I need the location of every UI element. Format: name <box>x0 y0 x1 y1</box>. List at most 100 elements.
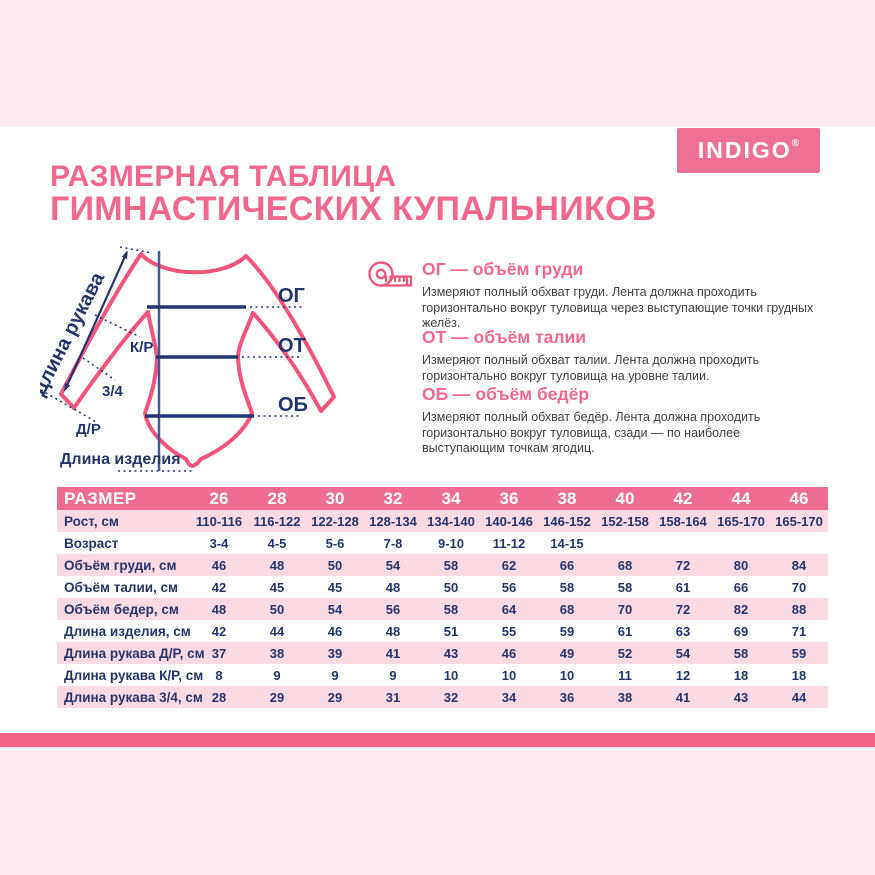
cell-value: 72 <box>675 601 691 617</box>
cell-value: 29 <box>269 689 285 705</box>
measurement-title: ОГ — объём груди <box>422 259 584 279</box>
cell-value: 146-152 <box>543 513 591 529</box>
cell-value: 44 <box>791 689 807 705</box>
cell-value: 58 <box>617 579 633 595</box>
cell-value: 5-6 <box>325 535 345 551</box>
leotard-measurement-diagram: Длина рукава ОГ ОТ ОБ К/Р 3/4 Д/Р Длина … <box>40 246 336 472</box>
size-header-cell: 36 <box>499 488 519 508</box>
measurement-title: ОБ — объём бедёр <box>422 384 590 404</box>
cell-value: 4-5 <box>267 535 287 551</box>
table-row: Возраст 3-4 4-5 5-6 7-8 9-10 11-12 14-15 <box>57 532 828 554</box>
measurement-block-chest: ОГ — объём груди Измеряют полный обхват … <box>422 259 818 332</box>
cell-value: 10 <box>501 667 517 683</box>
cell-value: 152-158 <box>601 513 649 529</box>
row-label: Рост, см <box>64 513 119 529</box>
cell-value: 70 <box>791 579 807 595</box>
cell-value: 9 <box>331 667 339 683</box>
cell-value: 56 <box>501 579 517 595</box>
cell-value: 43 <box>733 689 749 705</box>
cell-value: 14-15 <box>550 535 584 551</box>
measurement-title: ОТ — объём талии <box>422 327 587 347</box>
cell-value: 64 <box>501 601 517 617</box>
page-title-line2: ГИМНАСТИЧЕСКИХ КУПАЛЬНИКОВ <box>50 190 657 228</box>
size-header-cell: 46 <box>789 488 809 508</box>
cell-value: 55 <box>501 623 517 639</box>
cell-value: 34 <box>501 689 517 705</box>
cell-value: 54 <box>385 557 401 573</box>
cell-value: 37 <box>211 645 227 661</box>
row-label: Длина рукава К/Р, см <box>64 667 204 683</box>
cell-value: 38 <box>269 645 285 661</box>
waist-label: ОТ <box>278 335 306 357</box>
cell-value: 39 <box>327 645 343 661</box>
cell-value: 66 <box>733 579 749 595</box>
cell-value: 62 <box>501 557 517 573</box>
cell-value: 3-4 <box>209 535 229 551</box>
cell-value: 29 <box>327 689 343 705</box>
cell-value: 140-146 <box>485 513 533 529</box>
measurement-text: Измеряют полный обхват бедёр. Лента долж… <box>422 410 761 455</box>
sleeve-length-arrow <box>63 250 129 392</box>
cell-value: 12 <box>675 667 691 683</box>
cell-value: 51 <box>443 623 459 639</box>
cell-value: 72 <box>675 557 691 573</box>
sleeve-length-label: Длина рукава <box>40 268 110 399</box>
table-header-row: РАЗМЕР 26 28 30 32 34 36 38 40 42 44 46 <box>57 487 828 510</box>
table-row: Длина изделия, см 42 44 46 48 51 55 59 61 63 69 71 <box>57 620 828 642</box>
cell-value: 10 <box>559 667 575 683</box>
cell-value: 50 <box>443 579 459 595</box>
cell-value: 44 <box>269 623 285 639</box>
cell-value: 58 <box>733 645 749 661</box>
three-quarter-sleeve-label: 3/4 <box>102 383 124 400</box>
cell-value: 48 <box>385 623 401 639</box>
cell-value: 68 <box>617 557 633 573</box>
cell-value: 54 <box>675 645 691 661</box>
row-label: Возраст <box>64 535 119 551</box>
cell-value: 70 <box>617 601 633 617</box>
cell-value: 18 <box>791 667 807 683</box>
cell-value: 41 <box>385 645 401 661</box>
cell-value: 61 <box>617 623 633 639</box>
cell-value: 68 <box>559 601 575 617</box>
table-header-label: РАЗМЕР <box>64 488 137 508</box>
cell-value: 28 <box>211 689 227 705</box>
cell-value: 58 <box>559 579 575 595</box>
row-label: Длина изделия, см <box>64 623 191 639</box>
cell-value: 9 <box>389 667 397 683</box>
cell-value: 49 <box>559 645 575 661</box>
row-label: Длина рукава 3/4, см <box>64 689 203 705</box>
cell-value: 54 <box>327 601 343 617</box>
cell-value: 63 <box>675 623 691 639</box>
cell-value: 9 <box>273 667 281 683</box>
cell-value: 88 <box>791 601 807 617</box>
row-label: Объём талии, см <box>64 579 179 595</box>
cell-value: 48 <box>269 557 285 573</box>
cell-value: 50 <box>269 601 285 617</box>
table-row: Объём талии, см 42 45 45 48 50 56 58 58 61 66 70 <box>57 576 828 598</box>
cell-value: 69 <box>733 623 749 639</box>
cell-value: 52 <box>617 645 633 661</box>
size-header-cell: 40 <box>615 488 635 508</box>
registered-trademark-icon: ® <box>791 138 800 149</box>
cell-value: 46 <box>211 557 227 573</box>
cell-value: 31 <box>385 689 401 705</box>
table-row: Длина рукава К/Р, см 8 9 9 9 10 10 10 11 12 18 18 <box>57 664 828 686</box>
measurement-block-waist: ОТ — объём талии Измеряют полный обхват … <box>422 327 818 384</box>
size-table: РАЗМЕР 26 28 30 32 34 36 38 40 42 44 46 Рост, см 110-… <box>57 487 828 708</box>
cell-value: 32 <box>443 689 459 705</box>
cell-value: 46 <box>501 645 517 661</box>
hip-label: ОБ <box>278 394 308 416</box>
cell-value: 59 <box>791 645 807 661</box>
table-row: Рост, см 110-116 116-122 122-128 128-134 134-… <box>57 510 828 532</box>
cell-value: 46 <box>327 623 343 639</box>
cell-value: 8 <box>215 667 223 683</box>
size-header-cell: 34 <box>441 488 461 508</box>
cell-value: 9-10 <box>437 535 465 551</box>
size-header-cell: 30 <box>325 488 345 508</box>
brand-logo: INDIGO ® <box>677 128 820 173</box>
cell-value: 48 <box>211 601 227 617</box>
cell-value: 7-8 <box>383 535 403 551</box>
cell-value: 110-116 <box>195 513 243 529</box>
tape-measure-icon <box>368 261 413 287</box>
cell-value: 50 <box>327 557 343 573</box>
